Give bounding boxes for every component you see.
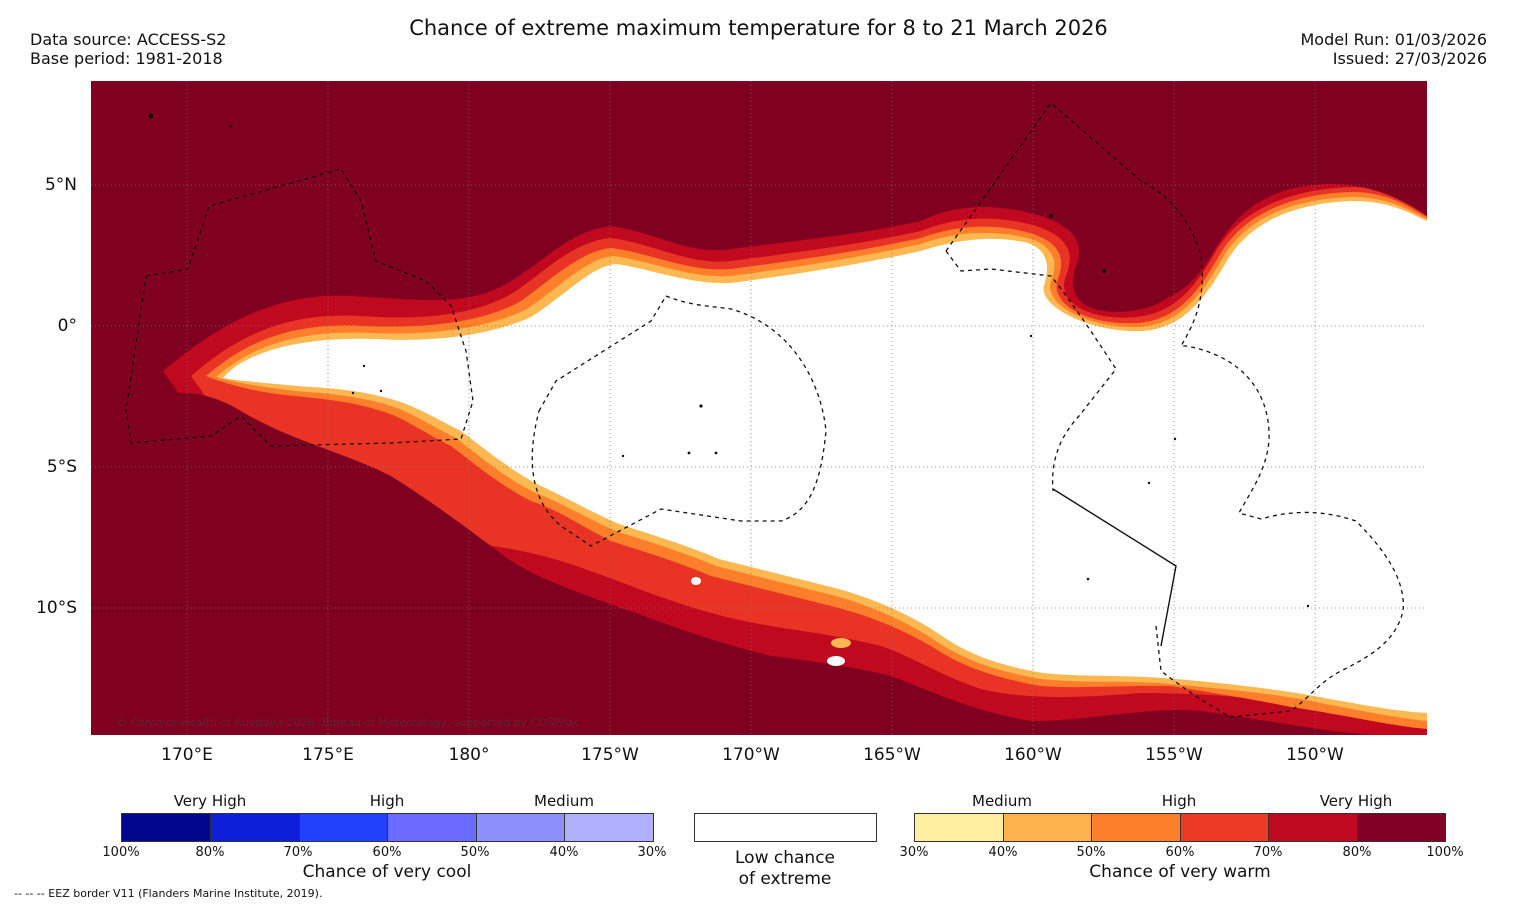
warm-swatch	[1180, 813, 1270, 842]
base-period-label: Base period: 1981-2018	[30, 49, 223, 68]
forecast-map	[91, 81, 1427, 735]
white-spot	[827, 656, 845, 666]
lat-label: 10°S	[36, 598, 77, 618]
warm-swatch	[1268, 813, 1358, 842]
warm-tick: 80%	[1342, 845, 1372, 860]
lon-label: 170°W	[722, 745, 780, 765]
cool-swatch	[121, 813, 211, 842]
lon-label: 175°W	[581, 745, 639, 765]
map-title: Chance of extreme maximum temperature fo…	[409, 16, 1108, 40]
warm-swatch	[1091, 813, 1181, 842]
low-chance-caption: Low chance of extreme	[685, 848, 885, 890]
cool-tick: 50%	[460, 845, 490, 860]
cool-caption: Chance of very cool	[302, 862, 472, 882]
warm-heading: Medium	[972, 792, 1032, 810]
cool-swatch	[210, 813, 300, 842]
boundary-line	[1052, 488, 1177, 647]
lon-label: 180°	[448, 745, 490, 765]
copyright-notice: © Commonwealth of Australia 2026, Bureau…	[116, 716, 580, 729]
southern-warm-area	[91, 392, 1031, 735]
cool-swatch	[564, 813, 654, 842]
lon-label: 155°W	[1145, 745, 1203, 765]
cool-tick: 100%	[102, 845, 140, 860]
data-source-label: Data source: ACCESS-S2	[30, 30, 227, 49]
lon-label: 170°E	[161, 745, 213, 765]
lon-label: 150°W	[1286, 745, 1344, 765]
warm-heading: Very High	[1319, 792, 1393, 810]
warm-tick: 60%	[1165, 845, 1195, 860]
warm-swatch	[914, 813, 1004, 842]
cool-tick: 40%	[549, 845, 579, 860]
northern-warm-belt	[91, 81, 1427, 411]
low-chance-swatch	[694, 813, 877, 842]
white-spot	[691, 577, 701, 585]
lat-label: 0°	[57, 316, 77, 336]
issued-label: Issued: 27/03/2026	[1332, 49, 1487, 68]
islands	[148, 113, 1310, 608]
lat-label: 5°S	[46, 457, 77, 477]
lon-label: 160°W	[1004, 745, 1062, 765]
warm-swatch	[1003, 813, 1093, 842]
cool-swatch	[476, 813, 566, 842]
cool-heading: Very High	[173, 792, 247, 810]
low-chance-line2: of extreme	[738, 869, 832, 889]
cool-tick: 30%	[637, 845, 667, 860]
low-chance-line1: Low chance	[735, 848, 835, 868]
cool-tick: 60%	[372, 845, 402, 860]
warm-tick: 30%	[899, 845, 929, 860]
warm-tick: 70%	[1253, 845, 1283, 860]
graticule	[91, 81, 1427, 735]
cool-heading: Medium	[534, 792, 594, 810]
orange-spot	[831, 638, 851, 648]
cool-swatch	[387, 813, 477, 842]
model-run-label: Model Run: 01/03/2026	[1300, 30, 1488, 49]
eez-footnote: -- -- -- EEZ border V11 (Flanders Marine…	[14, 887, 323, 900]
cool-heading: High	[369, 792, 405, 810]
lon-label: 165°W	[863, 745, 921, 765]
cool-tick: 70%	[283, 845, 313, 860]
warm-tick: 40%	[988, 845, 1018, 860]
cool-swatch	[299, 813, 389, 842]
lat-label: 5°N	[44, 175, 77, 195]
warm-swatch	[1357, 813, 1446, 842]
warm-tick: 50%	[1076, 845, 1106, 860]
low-chance-region	[223, 201, 1427, 713]
warm-tick: 100%	[1426, 845, 1464, 860]
warm-caption: Chance of very warm	[1089, 862, 1271, 882]
lon-label: 175°E	[302, 745, 354, 765]
eez-borders	[125, 102, 1404, 718]
cool-tick: 80%	[195, 845, 225, 860]
warm-heading: High	[1161, 792, 1197, 810]
